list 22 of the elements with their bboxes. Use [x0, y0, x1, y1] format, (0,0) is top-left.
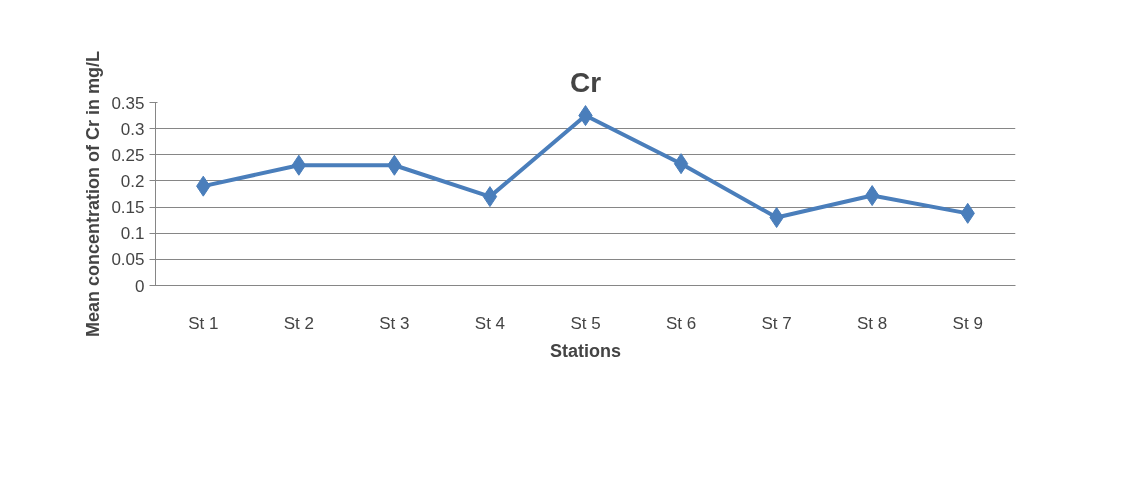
- y-tick-label: 0: [135, 276, 145, 296]
- chart-title: Cr: [569, 66, 602, 98]
- point: [482, 186, 498, 208]
- x-tick-label: St 5: [570, 313, 601, 333]
- x-tick-label: St 1: [188, 313, 219, 333]
- x-tick-label: St 3: [379, 313, 410, 333]
- y-tick-label: 0.15: [111, 198, 145, 218]
- x-tick-label: St 7: [761, 313, 792, 333]
- x-tick-label: St 9: [952, 313, 983, 333]
- y-tick-label: 0.25: [111, 145, 145, 165]
- x-tick-label: St 6: [665, 313, 697, 333]
- point: [673, 153, 689, 175]
- x-axis-title: Stations: [550, 340, 622, 361]
- y-tick-label: 0.05: [111, 250, 145, 270]
- y-tick-label: 0.1: [120, 224, 145, 244]
- x-tick-label: St 8: [857, 313, 888, 333]
- y-tick-label: 0.2: [120, 171, 145, 191]
- y-axis-title: Mean concentration of Cr in mg/L: [83, 50, 104, 338]
- y-tick-label: 0.3: [120, 119, 145, 139]
- x-tick-label: St 2: [283, 313, 314, 333]
- x-tick-label: St 4: [474, 313, 506, 333]
- y-tick-label: 0.35: [111, 93, 145, 113]
